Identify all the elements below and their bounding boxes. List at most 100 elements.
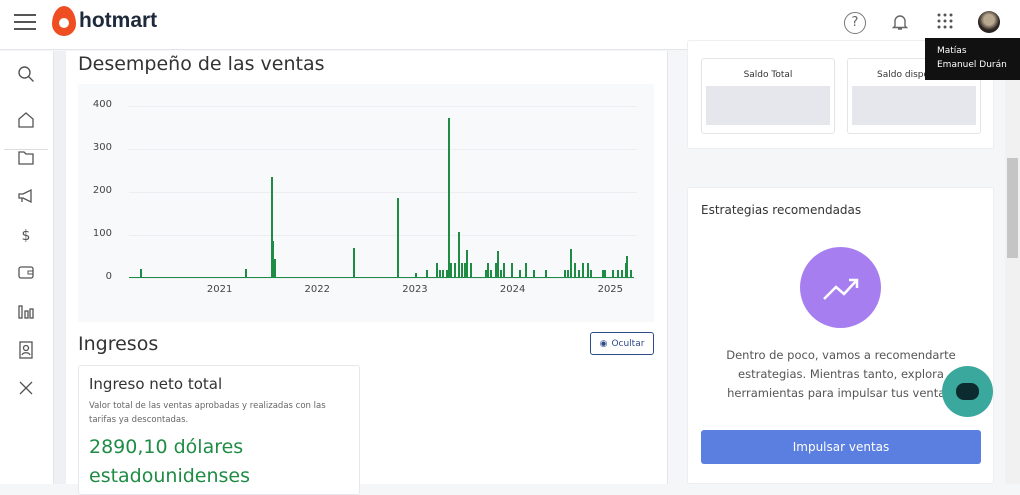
search-icon[interactable]	[15, 65, 37, 87]
y-tick-label: 300	[92, 142, 112, 153]
sales-bar[interactable]	[352, 247, 355, 278]
y-tick-label: 100	[92, 228, 112, 239]
sales-bar[interactable]	[518, 270, 521, 278]
sales-bar[interactable]	[570, 248, 573, 278]
sales-bar[interactable]	[574, 262, 577, 278]
balance-placeholder	[852, 86, 976, 125]
sales-bar[interactable]	[270, 176, 273, 278]
sales-bar[interactable]	[271, 241, 274, 278]
sales-bar[interactable]	[497, 251, 500, 278]
sales-bar[interactable]	[465, 250, 468, 278]
sales-bar[interactable]	[461, 262, 464, 278]
help-icon[interactable]: ?	[844, 12, 866, 34]
sales-bar[interactable]	[630, 270, 633, 278]
sales-bar[interactable]	[612, 270, 615, 278]
sales-bar[interactable]	[495, 262, 498, 278]
sales-bar[interactable]	[500, 270, 503, 278]
sales-bar[interactable]	[441, 270, 444, 278]
sales-bar[interactable]	[590, 270, 593, 278]
sales-bar[interactable]	[396, 198, 399, 278]
net-income-description: Valor total de las ventas aprobadas y re…	[89, 401, 326, 425]
balance-placeholder	[706, 86, 830, 125]
sales-bar[interactable]	[446, 270, 449, 278]
baseline	[129, 277, 634, 278]
sales-bar[interactable]	[510, 262, 513, 278]
x-tick-label: 2024	[499, 284, 526, 295]
chat-button[interactable]	[942, 366, 993, 417]
wallet-icon[interactable]	[15, 263, 37, 285]
strategies-text: Dentro de poco, vamos a recomendarte est…	[726, 348, 956, 400]
x-tick-label: 2025	[597, 284, 624, 295]
sales-bar[interactable]	[563, 270, 566, 278]
sales-bar[interactable]	[435, 262, 438, 278]
sales-bar[interactable]	[438, 270, 441, 278]
hide-button[interactable]: ◉ Ocultar	[590, 332, 654, 355]
tooltip-first-name: Matías	[937, 46, 967, 56]
sales-bar[interactable]	[458, 231, 461, 278]
sales-bar[interactable]	[487, 262, 490, 278]
sales-bar[interactable]	[450, 262, 453, 278]
sales-bar[interactable]	[524, 262, 527, 278]
hide-label: Ocultar	[611, 338, 645, 349]
tooltip-last-name: Emanuel Durán	[937, 60, 1007, 70]
sales-bar[interactable]	[578, 270, 581, 278]
scrollbar[interactable]	[1005, 51, 1020, 484]
sales-bar[interactable]	[587, 262, 590, 278]
contact-card-icon[interactable]	[15, 341, 37, 363]
sidebar-gutter	[54, 51, 66, 484]
apps-grid-icon[interactable]	[934, 12, 956, 34]
gridline	[129, 278, 637, 279]
sales-bar[interactable]	[415, 272, 418, 278]
x-tick-label: 2022	[304, 284, 330, 295]
avatar[interactable]	[978, 11, 1000, 33]
logo-text: hotmart	[79, 9, 158, 32]
folder-icon[interactable]	[15, 149, 37, 171]
home-icon[interactable]	[15, 111, 37, 133]
sales-bar[interactable]	[484, 270, 487, 278]
sales-bar[interactable]	[245, 268, 248, 278]
scrollbar-thumb[interactable]	[1007, 158, 1018, 258]
eye-icon: ◉	[599, 338, 608, 349]
sales-bar[interactable]	[490, 270, 493, 278]
sales-bar[interactable]	[464, 262, 466, 278]
sales-title: Desempeño de las ventas	[78, 53, 325, 75]
sales-bar[interactable]	[273, 258, 276, 278]
sales-bar[interactable]	[545, 270, 548, 278]
sales-bar[interactable]	[566, 270, 569, 278]
net-income-value: 2890,10 dólares estadounidenses	[89, 436, 251, 487]
sales-bar[interactable]	[448, 118, 451, 278]
tools-icon[interactable]	[15, 379, 37, 401]
sales-bar[interactable]	[533, 270, 536, 278]
gridline	[129, 106, 637, 107]
sales-bar[interactable]	[469, 262, 472, 278]
money-transfer-icon[interactable]: $	[21, 228, 31, 244]
gridline	[129, 235, 637, 236]
y-tick-label: 400	[92, 99, 112, 110]
sales-bar[interactable]	[601, 270, 604, 278]
sales-bar[interactable]	[582, 262, 585, 278]
hotmart-logo[interactable]: hotmart	[52, 6, 157, 36]
available-balance-label: Saldo disponible	[877, 70, 951, 80]
sales-bar[interactable]	[454, 262, 457, 278]
y-tick-label: 0	[105, 271, 112, 282]
bar-chart-icon[interactable]	[15, 303, 37, 325]
sales-bar[interactable]	[626, 255, 629, 278]
menu-icon[interactable]	[14, 14, 36, 32]
user-tooltip: Matías Emanuel Durán	[925, 38, 1020, 80]
boost-sales-button[interactable]: Impulsar ventas	[701, 430, 981, 464]
sales-bar[interactable]	[621, 270, 624, 278]
total-balance-label: Saldo Total	[743, 70, 793, 80]
net-income-title: Ingreso neto total	[89, 375, 223, 393]
sales-bar[interactable]	[139, 269, 142, 278]
sales-bar[interactable]	[617, 270, 620, 278]
sales-bar[interactable]	[603, 270, 606, 278]
sidebar-divider	[4, 149, 48, 150]
sales-bar[interactable]	[503, 262, 506, 278]
net-income-card: Ingreso neto total Valor total de las ve…	[78, 365, 360, 495]
sales-bar[interactable]	[425, 270, 428, 278]
megaphone-icon[interactable]	[15, 187, 37, 209]
total-balance-card: Saldo Total	[701, 58, 835, 134]
x-tick-label: 2021	[206, 284, 233, 295]
bell-icon[interactable]	[889, 12, 911, 34]
flame-icon	[52, 6, 76, 36]
